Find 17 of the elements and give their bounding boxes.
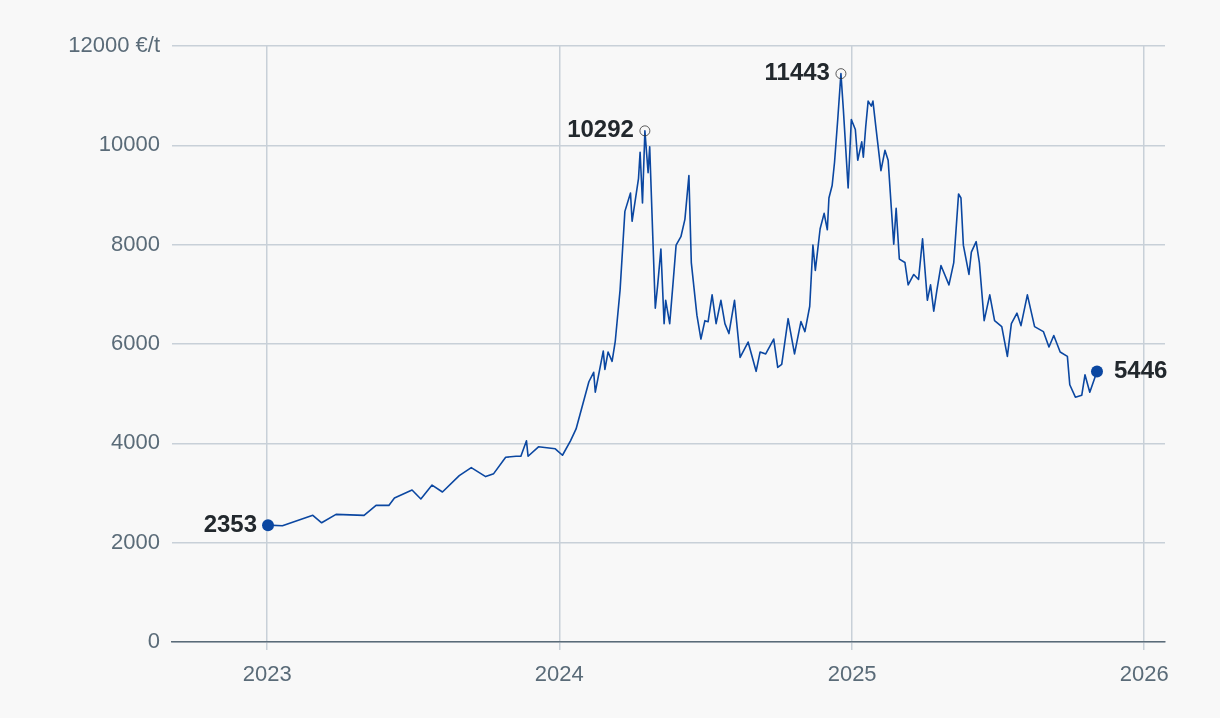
point: [1090, 365, 1103, 378]
annotation: 2353: [203, 509, 258, 537]
x-tick-label: 2026: [1119, 661, 1169, 687]
x-tick-label: 2024: [534, 661, 584, 687]
y-tick-label: 12000 €/t: [68, 32, 160, 58]
y-tick-label: 0: [147, 628, 160, 654]
y-tick-label: 8000: [111, 230, 160, 256]
x-tick-label: 2023: [242, 661, 292, 687]
y-tick-label: 4000: [111, 429, 160, 455]
y-tick-label: 10000: [98, 131, 160, 157]
annotation: 10292: [567, 115, 634, 143]
point: [262, 519, 275, 532]
y-tick-label: 6000: [111, 330, 160, 356]
y-tick-label: 2000: [111, 528, 160, 554]
x-tick-label: 2025: [827, 661, 877, 687]
annotation: 11443: [764, 58, 830, 86]
annotation: 5446: [1113, 356, 1168, 384]
